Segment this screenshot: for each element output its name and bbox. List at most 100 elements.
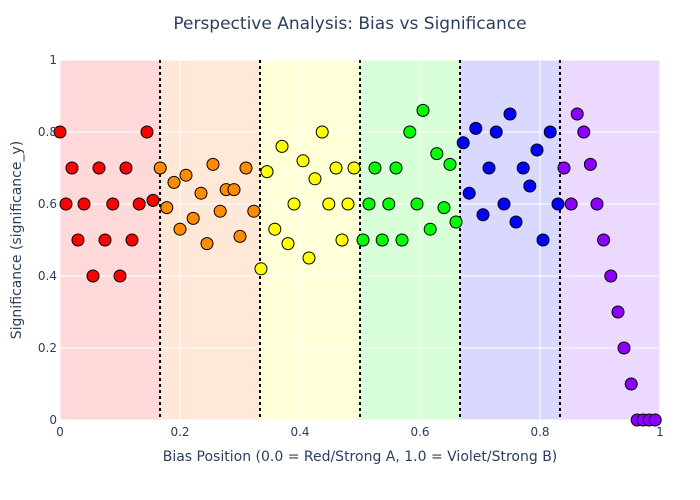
data-point [482,161,496,175]
chart-title: Perspective Analysis: Bias vs Significan… [173,14,526,34]
x-axis-title: Bias Position (0.0 = Red/Strong A, 1.0 =… [163,449,558,465]
data-point [153,161,167,175]
data-point [503,107,517,121]
data-point [462,186,476,200]
x-tick-label: 0.6 [410,425,429,439]
data-point [469,121,483,135]
y-tick-label: 0 [49,413,57,427]
data-point [430,147,444,161]
data-point [239,161,253,175]
data-point [509,215,523,229]
data-point [456,136,470,150]
data-point [347,161,361,175]
data-point [403,125,417,139]
x-tick-label: 0.2 [170,425,189,439]
data-point [315,125,329,139]
data-point [275,139,289,153]
data-point [449,215,463,229]
data-point [611,305,625,319]
data-point [423,222,437,236]
data-point [648,413,662,427]
data-point [254,262,268,276]
data-point [233,229,247,243]
x-tick-label: 0.4 [290,425,309,439]
data-point [296,154,310,168]
data-point [395,233,409,247]
data-point [146,193,160,207]
x-tick-label: 0 [56,425,64,439]
data-point [200,237,214,251]
data-point [106,197,120,211]
data-point [523,179,537,193]
data-point [287,197,301,211]
data-point [489,125,503,139]
data-point [416,103,430,117]
data-point [281,237,295,251]
data-point [543,125,557,139]
data-point [77,197,91,211]
data-point [597,233,611,247]
data-point [65,161,79,175]
data-point [389,161,403,175]
data-point [329,161,343,175]
x-tick-label: 0.8 [530,425,549,439]
data-point [368,161,382,175]
data-point [86,269,100,283]
data-point [132,197,146,211]
y-tick-labels: 0 0.2 0.4 0.6 0.8 1 [38,53,57,427]
data-point [260,165,274,179]
background-band-4 [360,60,461,420]
data-point [362,197,376,211]
data-point [322,197,336,211]
data-point [604,269,618,283]
data-point [194,186,208,200]
data-point [227,183,241,197]
data-point [113,269,127,283]
data-point [551,197,565,211]
data-point [308,172,322,186]
data-point [557,161,571,175]
data-point [179,168,193,182]
y-tick-label: 0.8 [38,125,57,139]
data-point [125,233,139,247]
data-point [564,197,578,211]
data-point [92,161,106,175]
x-tick-labels: 0 0.2 0.4 0.6 0.8 1 [56,425,664,439]
data-point [71,233,85,247]
data-point [98,233,112,247]
data-point [213,204,227,218]
data-point [140,125,154,139]
data-point [570,107,584,121]
data-point [206,157,220,171]
data-point [476,208,490,222]
data-point [497,197,511,211]
data-point [59,197,73,211]
y-tick-label: 1 [49,53,57,67]
data-point [341,197,355,211]
data-point [590,197,604,211]
data-point [302,251,316,265]
data-point [167,175,181,189]
data-point [119,161,133,175]
x-tick-label: 1 [656,425,664,439]
data-point [375,233,389,247]
data-point [577,125,591,139]
data-point [624,377,638,391]
data-point [186,211,200,225]
data-points [53,103,662,427]
data-point [583,157,597,171]
data-point [53,125,67,139]
data-point [173,222,187,236]
y-tick-label: 0.4 [38,269,57,283]
data-point [437,201,451,215]
data-point [530,143,544,157]
data-point [382,197,396,211]
data-point [268,222,282,236]
data-point [516,161,530,175]
data-point [160,201,174,215]
data-point [410,197,424,211]
data-point [335,233,349,247]
y-tick-label: 0.2 [38,341,57,355]
